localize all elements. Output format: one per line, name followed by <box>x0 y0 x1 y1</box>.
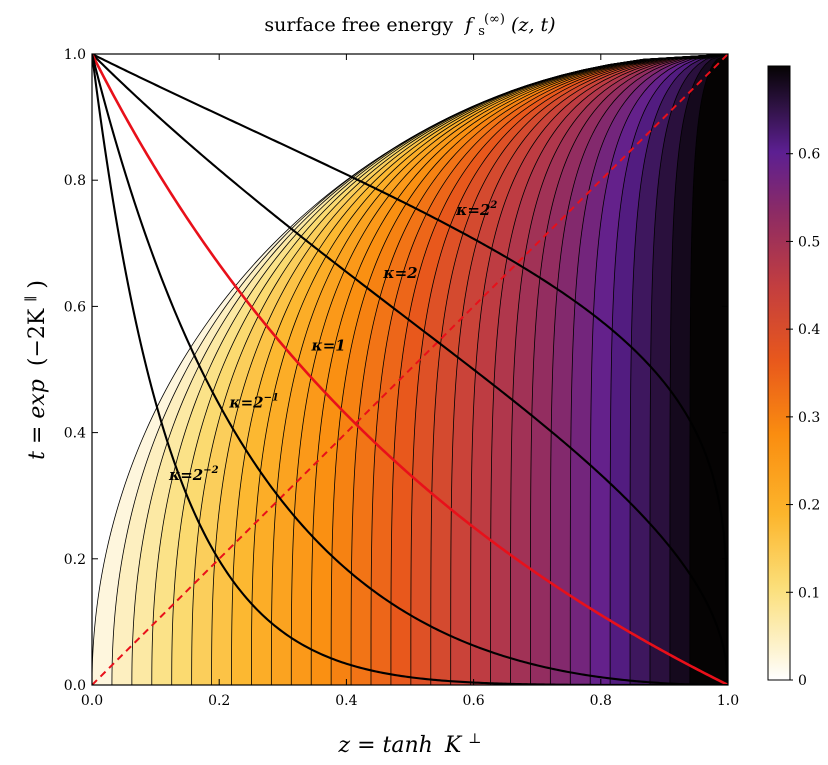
contour-band <box>550 54 728 685</box>
contour-line <box>649 54 728 685</box>
y-axis-title: t = exp (−2K ∥ ) <box>24 280 50 460</box>
kappa-curve-1 <box>92 54 728 685</box>
contour-line <box>251 54 728 685</box>
x-tick-label: 0.8 <box>590 693 612 709</box>
y-tick-label: 0.6 <box>64 299 86 315</box>
y-tick-label: 0.4 <box>64 426 86 442</box>
contour-line <box>350 54 728 685</box>
contour-line <box>669 54 728 685</box>
y-tick-label: 0.8 <box>64 173 86 189</box>
axis-ticks: 0.0 0.2 0.4 0.6 0.8 1.0 0.0 0.2 0.4 0.6 0.8 1.0 <box>64 47 739 709</box>
colorbar-tick-label: 0.1 <box>798 585 820 601</box>
x-axis-title: z = tanh K ⊥ <box>338 731 482 758</box>
contour-band <box>211 54 728 685</box>
contour-line <box>111 54 728 685</box>
contour-line <box>629 54 728 685</box>
kappa-label-4: κ=22 <box>455 200 497 219</box>
colorbar-tick-label: 0 <box>798 673 807 689</box>
contour-line <box>549 54 728 685</box>
contour-band <box>570 54 728 685</box>
kappa-label-2: κ=2 <box>382 264 417 282</box>
x-tick-label: 0.6 <box>462 693 484 709</box>
x-tick-label: 0.0 <box>81 693 103 709</box>
kappa-curve-0.5 <box>92 54 728 685</box>
contour-band <box>630 54 728 685</box>
contour-line-layer <box>92 54 728 685</box>
kappa-curve-2 <box>92 54 728 685</box>
plot-frame <box>91 53 729 686</box>
colorbar-tick-label: 0.6 <box>798 147 820 163</box>
contour-line <box>370 54 728 685</box>
kappa-label-layer: κ=22 κ=2 κ=1 κ=2−1 κ=2−2 <box>168 200 497 484</box>
colorbar-tick-label: 0.2 <box>798 498 820 514</box>
kappa-curve-4 <box>92 54 728 685</box>
contour-line <box>270 54 728 685</box>
contour-line <box>410 54 728 685</box>
diagonal-dashed-line <box>92 54 728 685</box>
x-tick-label: 0.4 <box>335 693 357 709</box>
x-tick-label: 0.2 <box>208 693 230 709</box>
kappa-curve-layer <box>92 54 728 685</box>
contour-line <box>470 54 728 685</box>
title-subscript: s <box>478 24 485 39</box>
contour-line <box>430 54 728 685</box>
title-superscript: (∞) <box>484 12 505 27</box>
x-tick-label: 1.0 <box>717 693 739 709</box>
contour-line <box>689 54 728 685</box>
contour-band <box>689 54 728 685</box>
title-main: surface free energy <box>264 14 453 36</box>
colorbar <box>767 65 791 681</box>
contour-line <box>310 54 728 685</box>
y-tick-label: 0.2 <box>64 552 86 568</box>
title-args: (z, t) <box>511 14 556 36</box>
contour-line <box>330 54 728 685</box>
y-tick-label: 1.0 <box>64 47 86 63</box>
contour-line <box>450 54 728 685</box>
kappa-label-1: κ=1 <box>310 337 345 355</box>
contour-line <box>191 54 728 685</box>
contour-band <box>649 54 728 685</box>
colorbar-tick-label: 0.3 <box>798 410 820 426</box>
contour-line <box>131 54 728 685</box>
contour-line <box>390 54 728 685</box>
contour-band <box>590 54 728 685</box>
contour-line <box>589 54 728 685</box>
contour-line <box>171 54 728 685</box>
contour-line <box>510 54 728 685</box>
contour-line <box>569 54 728 685</box>
contour-line <box>211 54 728 685</box>
kappa-label-0.25: κ=2−2 <box>168 465 219 484</box>
contour-line <box>490 54 728 685</box>
colorbar-ticks: 0 0.1 0.2 0.3 0.4 0.5 0.6 <box>786 147 820 689</box>
contour-line <box>609 54 728 685</box>
title-f: f <box>463 14 475 36</box>
colorbar-tick-label: 0.4 <box>798 322 820 338</box>
kappa-label-0.5: κ=2−1 <box>228 392 279 411</box>
chart-title: surface free energy f s (∞) (z, t) <box>264 12 555 39</box>
y-tick-label: 0.0 <box>64 678 86 694</box>
contour-band <box>610 54 728 685</box>
contour-line <box>290 54 728 685</box>
contour-line <box>530 54 728 685</box>
contour-line <box>151 54 728 685</box>
colorbar-tick-label: 0.5 <box>798 234 820 250</box>
contour-band <box>669 54 728 685</box>
